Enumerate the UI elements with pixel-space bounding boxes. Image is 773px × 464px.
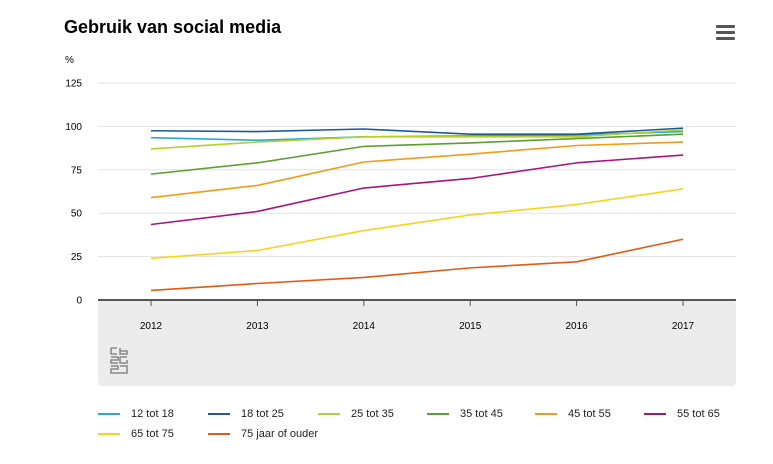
- legend-swatch: [98, 413, 120, 415]
- y-tick-label: 100: [65, 122, 82, 133]
- legend-item[interactable]: 65 tot 75: [98, 428, 174, 440]
- legend-label: 18 tot 25: [241, 408, 284, 420]
- legend-item[interactable]: 55 tot 65: [644, 408, 720, 420]
- y-axis-unit-label: %: [65, 55, 74, 66]
- cbs-logo-icon: [110, 347, 128, 374]
- page-title: Gebruik van social media: [64, 17, 282, 37]
- legend-swatch: [427, 413, 449, 415]
- y-tick-label: 75: [71, 165, 83, 176]
- y-tick-label: 50: [71, 209, 83, 220]
- series-lines: [150, 127, 684, 292]
- legend-label: 12 tot 18: [131, 408, 174, 420]
- gridlines: [98, 82, 736, 301]
- series-line: [150, 154, 684, 226]
- legend-swatch: [644, 413, 666, 415]
- y-tick-label: 125: [65, 79, 82, 90]
- legend-label: 35 tot 45: [460, 408, 503, 420]
- legend-swatch: [535, 413, 557, 415]
- x-tick-label: 2016: [565, 321, 588, 332]
- legend-item[interactable]: 35 tot 45: [427, 408, 503, 420]
- x-axis-ticks: 2012 2013 2014 2015 2016 2017: [140, 300, 695, 332]
- legend-label: 55 tot 65: [677, 408, 720, 420]
- y-tick-label: 0: [76, 296, 82, 307]
- series-line: [150, 141, 684, 199]
- legend-label: 25 tot 35: [351, 408, 394, 420]
- legend-item[interactable]: 25 tot 35: [318, 408, 394, 420]
- series-line: [150, 238, 684, 292]
- legend-swatch: [318, 413, 340, 415]
- x-tick-label: 2017: [672, 321, 695, 332]
- series-line: [150, 129, 684, 150]
- x-tick-label: 2014: [353, 321, 376, 332]
- series-line: [150, 133, 684, 175]
- x-tick-label: 2015: [459, 321, 482, 332]
- y-axis-ticks: 0 25 50 75 100 125: [65, 79, 82, 307]
- legend-swatch: [208, 413, 230, 415]
- hamburger-menu-icon[interactable]: [716, 25, 735, 41]
- legend-label: 45 tot 55: [568, 408, 611, 420]
- legend-item[interactable]: 45 tot 55: [535, 408, 611, 420]
- legend-item[interactable]: 75 jaar of ouder: [208, 428, 318, 440]
- y-tick-label: 25: [71, 252, 83, 263]
- legend-item[interactable]: 18 tot 25: [208, 408, 284, 420]
- x-tick-label: 2012: [140, 321, 163, 332]
- series-line: [150, 188, 684, 260]
- legend-label: 75 jaar of ouder: [241, 428, 319, 440]
- x-axis-band: [98, 300, 736, 386]
- series-line: [150, 127, 684, 136]
- legend-item[interactable]: 12 tot 18: [98, 408, 174, 420]
- legend-label: 65 tot 75: [131, 428, 174, 440]
- legend-swatch: [98, 433, 120, 435]
- legend-swatch: [208, 433, 230, 435]
- x-tick-label: 2013: [246, 321, 269, 332]
